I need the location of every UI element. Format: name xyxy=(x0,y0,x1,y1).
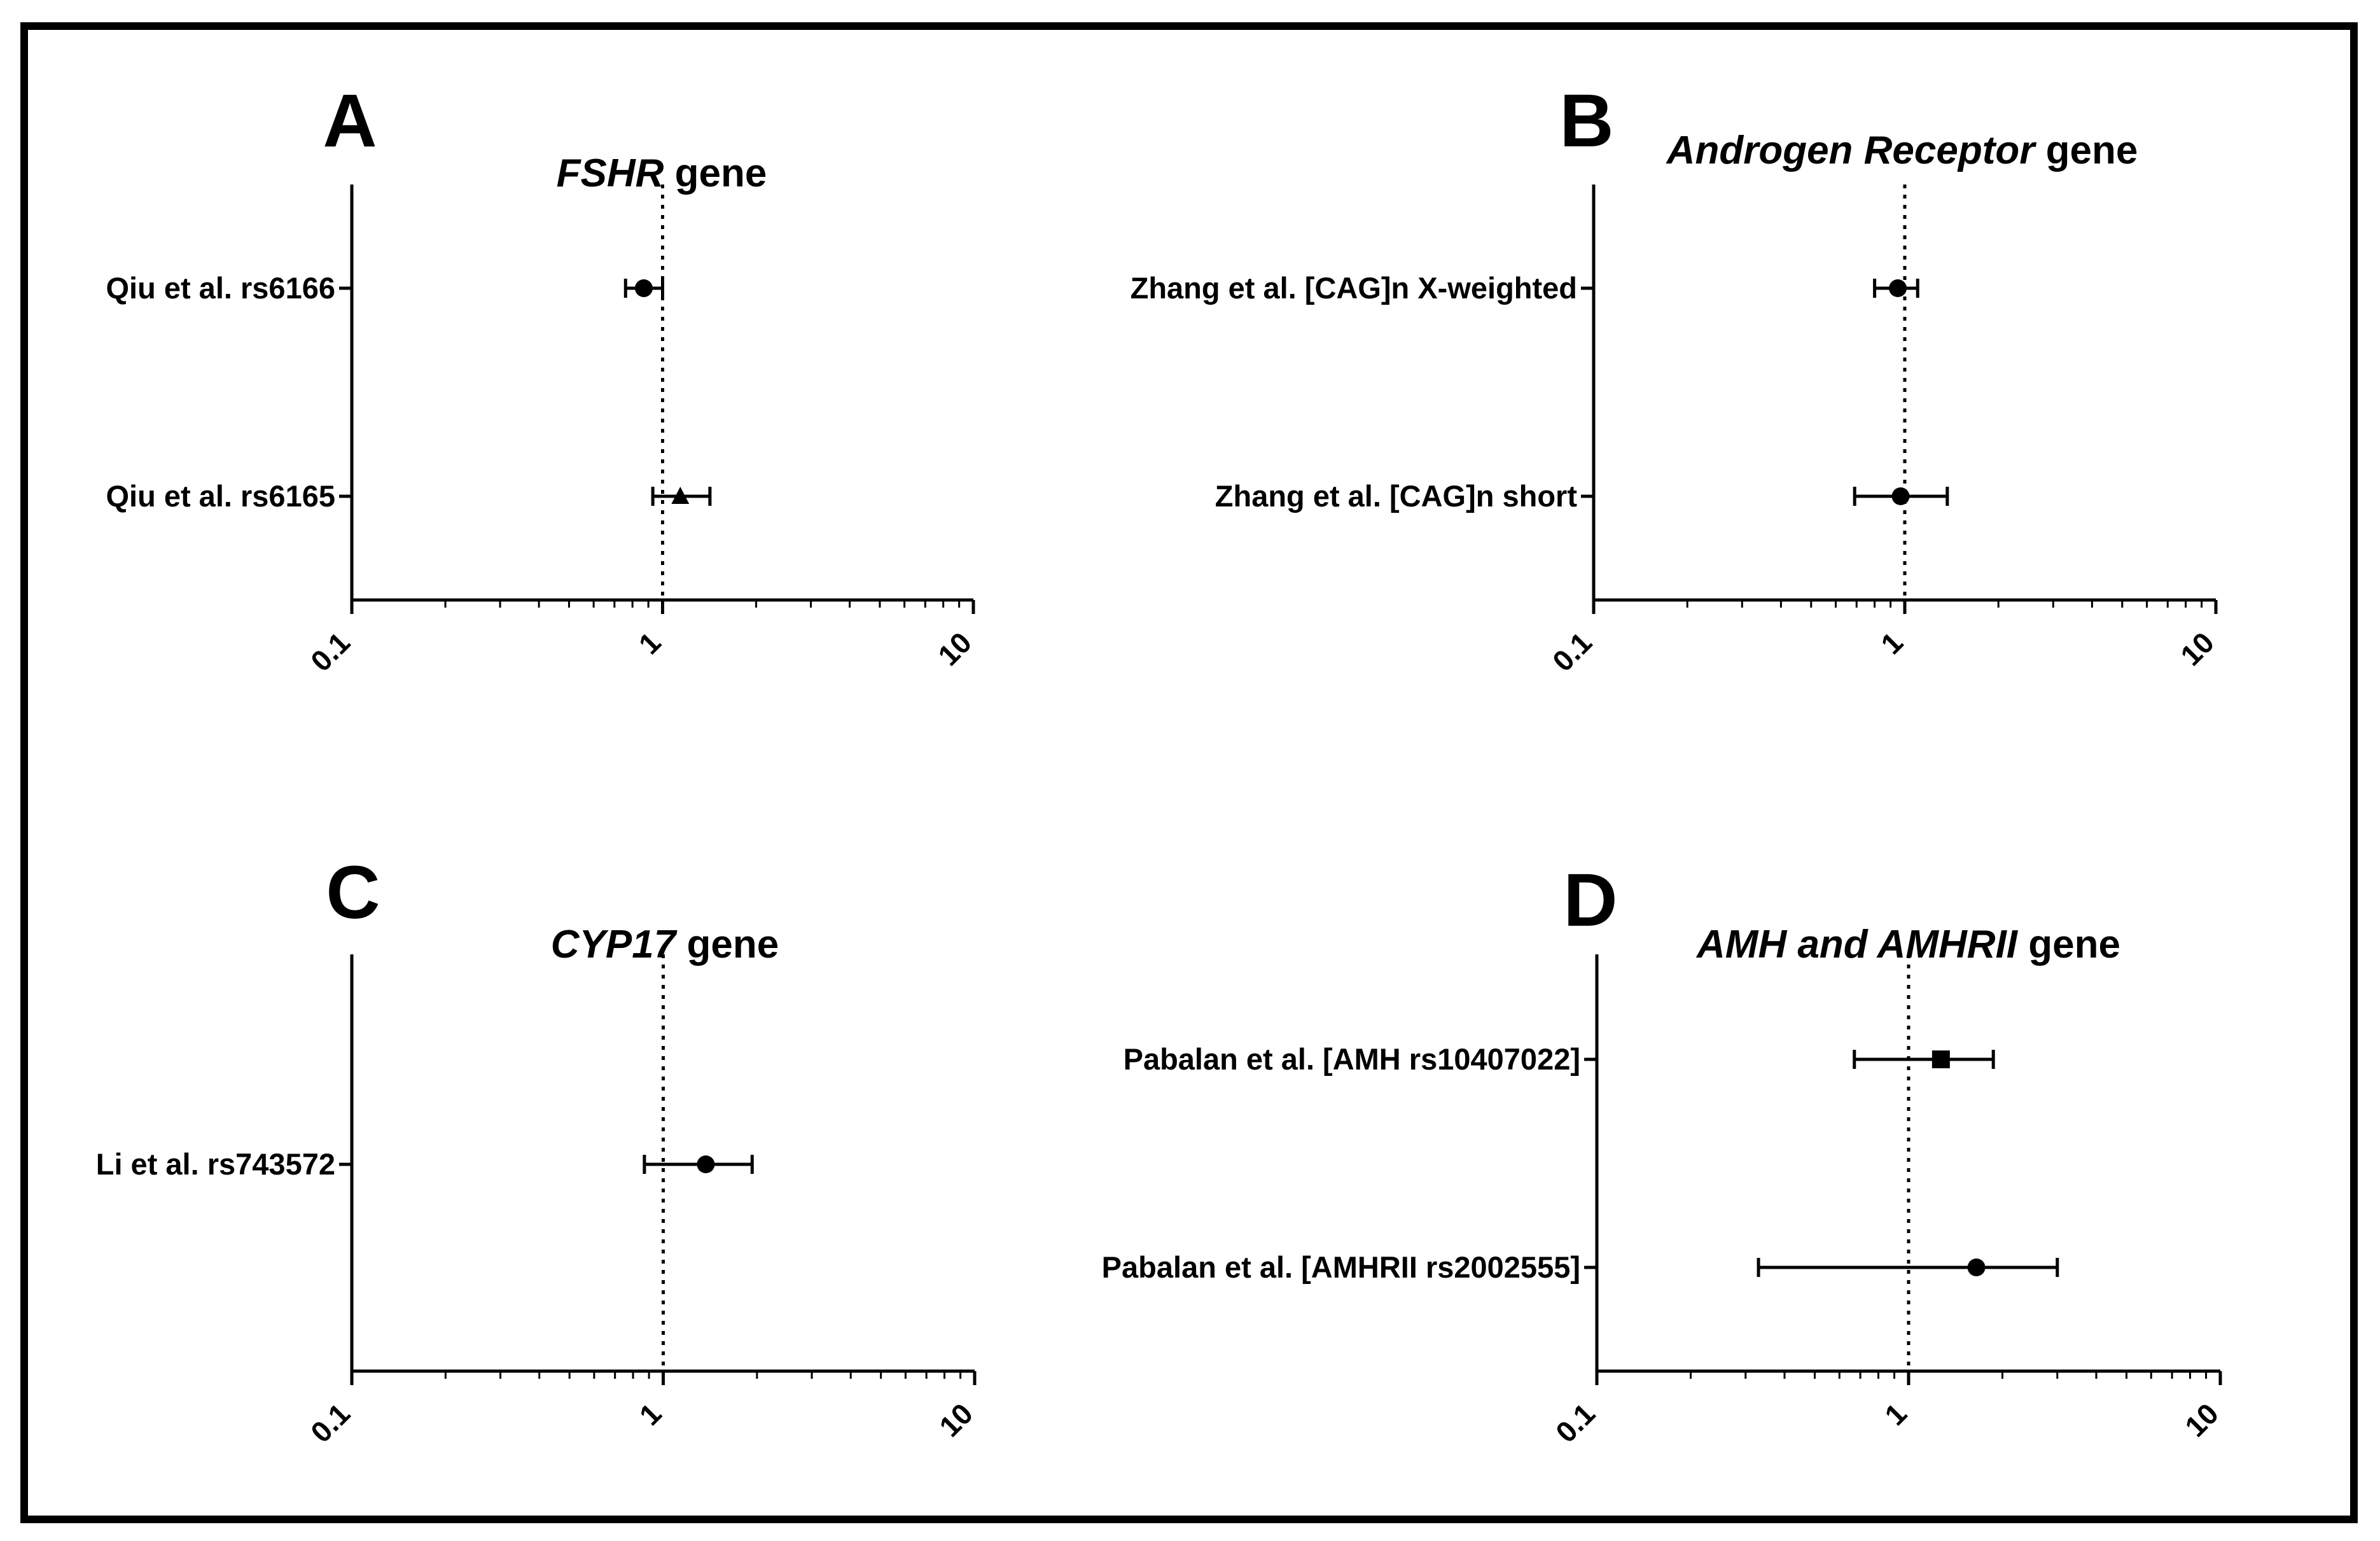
panel-letter: B xyxy=(1559,79,1613,163)
panel-title: FSHR gene xyxy=(557,151,767,195)
panel-title: CYP17 gene xyxy=(551,923,779,966)
row-label: Pabalan et al. [AMH rs10407022] xyxy=(1124,1042,1580,1076)
panel-title-suffix: gene xyxy=(676,923,779,966)
row-label: Zhang et al. [CAG]n short xyxy=(1215,479,1578,513)
row-label: Zhang et al. [CAG]n X-weighted xyxy=(1131,271,1577,305)
panel-letter: C xyxy=(326,851,380,935)
point-estimate-square xyxy=(1931,1050,1950,1068)
panel-letter: A xyxy=(323,79,377,163)
panel-title-gene: FSHR xyxy=(557,151,664,195)
panel-title-gene: Androgen Receptor xyxy=(1666,129,2037,172)
row-label: Li et al. rs743572 xyxy=(96,1147,335,1181)
panel-title: Androgen Receptor gene xyxy=(1666,129,2138,172)
point-estimate-circle xyxy=(634,279,653,297)
point-estimate-circle xyxy=(697,1155,715,1173)
panel-title: AMH and AMHRII gene xyxy=(1695,923,2120,966)
panel-title-gene: CYP17 xyxy=(551,923,678,966)
row-label: Pabalan et al. [AMHRII rs2002555] xyxy=(1102,1250,1580,1284)
point-estimate-circle xyxy=(1967,1259,1986,1276)
panel-title-suffix: gene xyxy=(664,151,767,195)
point-estimate-triangle xyxy=(671,487,690,504)
panel-title-gene: AMH and AMHRII xyxy=(1695,923,2019,966)
point-estimate-circle xyxy=(1889,279,1907,297)
panel-title-suffix: gene xyxy=(2017,923,2120,966)
panel-letter: D xyxy=(1563,858,1617,942)
point-estimate-circle xyxy=(1891,487,1910,505)
panel-title-suffix: gene xyxy=(2035,129,2138,172)
row-label: Qiu et al. rs6165 xyxy=(106,479,335,513)
row-label: Qiu et al. rs6166 xyxy=(106,271,335,305)
figure-frame xyxy=(20,22,2358,1523)
